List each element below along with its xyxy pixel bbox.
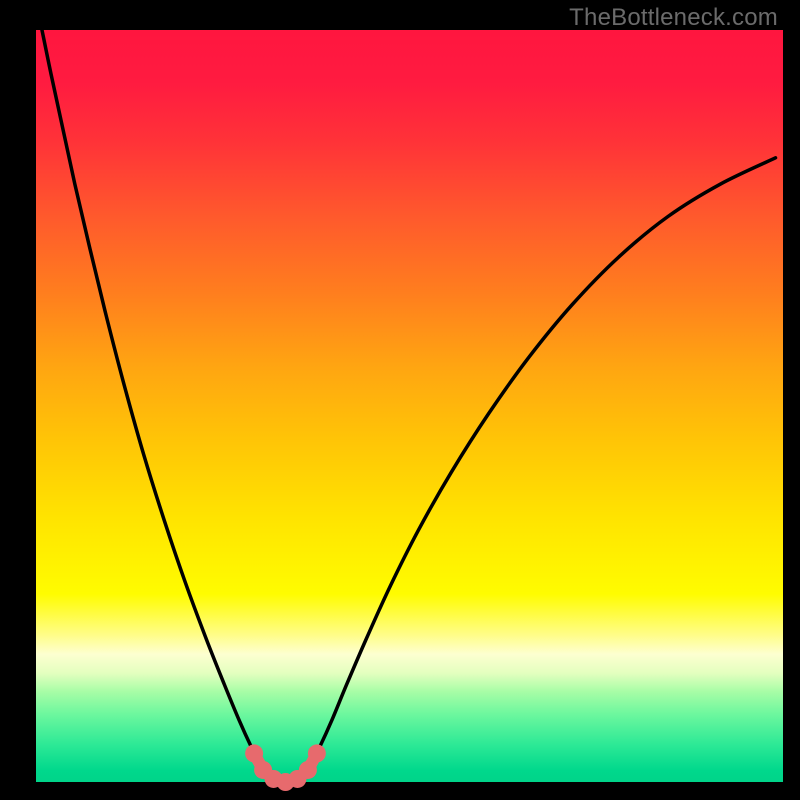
marker-dot (245, 744, 263, 762)
plot-area (36, 30, 783, 782)
curve-2 (297, 158, 775, 779)
curves-layer (36, 30, 783, 782)
marker-dot (299, 761, 317, 779)
curve-1 (42, 30, 274, 779)
marker-dot (308, 744, 326, 762)
watermark-text: TheBottleneck.com (569, 4, 778, 32)
